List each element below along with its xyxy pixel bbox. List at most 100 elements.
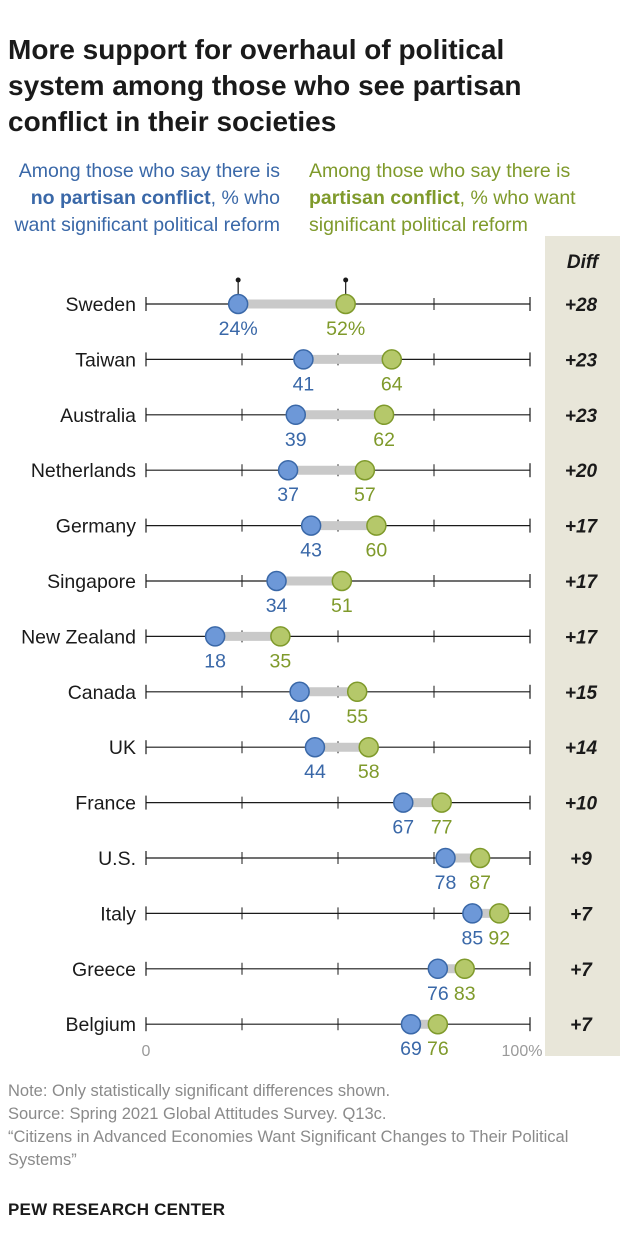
diff-value: +23 (565, 406, 598, 427)
footer-note: Note: Only statistically significant dif… (8, 1082, 391, 1100)
value-label-no-conflict: 39 (285, 429, 307, 451)
dot-conflict (469, 847, 491, 869)
diff-value: +17 (565, 517, 599, 538)
dot-no-conflict (227, 293, 249, 315)
legend-no-conflict-bold: no partisan conflict (30, 187, 211, 209)
dot-conflict (454, 958, 475, 980)
value-label-conflict: 87 (469, 872, 491, 894)
category-label: Greece (72, 959, 136, 981)
footer-source: Source: Spring 2021 Global Attitudes Sur… (8, 1105, 387, 1123)
dot-no-conflict (285, 404, 307, 426)
x-tick-label-0: 0 (142, 1043, 151, 1060)
dot-conflict (354, 459, 376, 481)
legend-conflict: Among those who say there is partisan co… (309, 158, 579, 239)
value-label-no-conflict: 34 (266, 595, 288, 617)
brand-name: PEW RESEARCH CENTER (8, 1200, 226, 1219)
category-label: Italy (100, 903, 136, 925)
category-label: UK (109, 737, 136, 759)
value-label-conflict: 57 (354, 484, 376, 506)
chart-title: More support for overhaul of political s… (8, 34, 522, 137)
diff-value: +28 (565, 295, 598, 316)
value-label-conflict: 83 (454, 983, 476, 1005)
diff-value: +15 (565, 683, 598, 704)
dot-conflict (270, 626, 291, 647)
value-label-conflict: 55 (346, 706, 368, 728)
value-label-conflict: 35 (270, 650, 292, 672)
dot-no-conflict (400, 1013, 422, 1035)
dot-conflict (489, 903, 510, 924)
legend-no-conflict: Among those who say there is no partisan… (10, 158, 280, 239)
value-label-no-conflict: 69 (400, 1038, 422, 1060)
dot-no-conflict (304, 736, 326, 758)
value-label-no-conflict: 43 (300, 540, 322, 562)
value-label-conflict: 77 (431, 817, 453, 839)
value-label-no-conflict: 18 (204, 650, 226, 672)
value-label-no-conflict: 78 (435, 872, 457, 894)
category-label: Belgium (66, 1014, 136, 1036)
legend-leader-dot-no-conflict (235, 277, 241, 283)
dot-no-conflict (427, 958, 449, 980)
category-label: Australia (60, 405, 136, 427)
value-label-no-conflict: 44 (304, 761, 326, 783)
value-label-conflict: 62 (373, 429, 395, 451)
legend-no-conflict-pre: Among those who say there is (18, 160, 280, 182)
dot-conflict (381, 349, 403, 370)
value-label-conflict: 60 (366, 540, 388, 562)
footer-notes: Note: Only statistically significant dif… (8, 1080, 618, 1172)
diff-header: Diff (566, 252, 599, 273)
legend-no-conflict-post: , % who want significant political refor… (14, 187, 280, 236)
legend-conflict-pre: Among those who say there is (309, 160, 571, 182)
value-label-no-conflict: 40 (289, 706, 311, 728)
dot-conflict (427, 1013, 449, 1035)
dot-conflict (431, 792, 452, 813)
dot-no-conflict (289, 681, 310, 703)
dot-no-conflict (435, 847, 456, 869)
legend-conflict-bold: partisan conflict (309, 187, 460, 209)
dot-no-conflict (277, 459, 299, 481)
dot-conflict (335, 293, 356, 315)
category-label: Germany (56, 516, 136, 538)
dot-no-conflict (293, 349, 314, 370)
category-label: Sweden (66, 294, 136, 316)
dot-no-conflict (393, 792, 414, 813)
diff-value: +10 (565, 794, 598, 815)
value-label-conflict: 51 (331, 595, 353, 617)
value-label-no-conflict: 76 (427, 983, 449, 1005)
diff-value: +14 (565, 738, 598, 759)
category-label: France (75, 793, 136, 815)
footer-report-title: “Citizens in Advanced Economies Want Sig… (8, 1128, 569, 1169)
value-label-no-conflict: 67 (392, 817, 414, 839)
dot-conflict (331, 570, 353, 592)
value-label-no-conflict: 41 (293, 373, 315, 395)
diff-value: +7 (570, 1015, 593, 1036)
category-label: Singapore (47, 571, 136, 593)
value-label-no-conflict: 37 (277, 484, 299, 506)
value-label-conflict: 58 (358, 761, 380, 783)
diff-value: +17 (565, 572, 599, 593)
legend-conflict-post: , % who want significant political refor… (309, 187, 576, 236)
dot-conflict (358, 736, 379, 758)
value-label-conflict: 52% (326, 318, 365, 340)
diff-value: +9 (570, 849, 592, 870)
diff-value: +7 (570, 904, 593, 925)
dot-no-conflict (462, 903, 483, 924)
category-label: U.S. (98, 848, 136, 870)
category-label: Taiwan (75, 349, 136, 371)
diff-value: +17 (565, 627, 599, 648)
value-label-conflict: 64 (381, 373, 403, 395)
value-label-no-conflict: 24% (219, 318, 258, 340)
diff-value: +20 (565, 461, 598, 482)
diff-value: +23 (565, 350, 598, 371)
dot-conflict (373, 404, 395, 426)
value-label-conflict: 76 (427, 1038, 449, 1060)
legend-leader-dot-conflict (343, 277, 349, 283)
dot-conflict (366, 515, 387, 536)
diff-column-background (545, 236, 620, 1056)
dot-no-conflict (266, 570, 287, 592)
x-tick-label-100: 100% (502, 1043, 543, 1060)
value-label-conflict: 92 (488, 927, 510, 949)
category-label: Canada (68, 682, 136, 704)
category-label: New Zealand (21, 626, 136, 648)
diff-value: +7 (570, 960, 593, 981)
